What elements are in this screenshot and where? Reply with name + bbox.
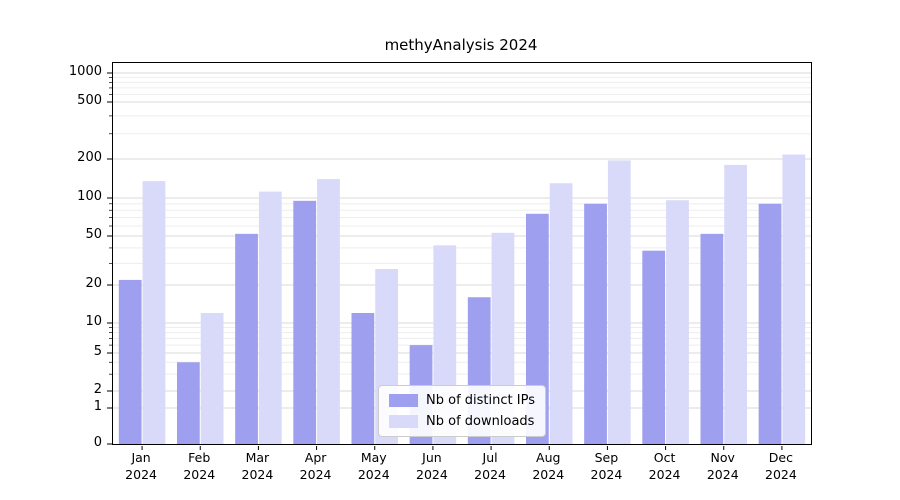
x-tick-year: 2024: [648, 466, 681, 482]
x-tick-month: Jul: [482, 450, 498, 465]
bar-downloads: [317, 179, 340, 444]
y-tick-label: 1000: [68, 64, 102, 79]
y-tick-label: 20: [85, 276, 102, 291]
bar-distinct-ips: [293, 200, 317, 444]
y-tick-label: 0: [93, 435, 102, 450]
x-tick-year: 2024: [125, 466, 157, 482]
bar-distinct-ips: [351, 313, 375, 444]
x-tick-label: Jul 2024: [458, 450, 522, 484]
x-tick-year: 2024: [706, 466, 739, 482]
x-tick-month: Jan: [131, 450, 151, 465]
bar-downloads: [142, 181, 166, 444]
bar-downloads: [724, 164, 748, 444]
legend-label-distinct-ips: Nb of distinct IPs: [426, 393, 535, 408]
x-tick-label: Aug 2024: [516, 450, 580, 484]
legend-label-downloads: Nb of downloads: [426, 414, 535, 429]
x-tick-label: Jan 2024: [109, 450, 173, 484]
x-tick-year: 2024: [532, 466, 565, 482]
x-tick-label: Feb 2024: [167, 450, 231, 484]
x-tick-month: May: [360, 450, 387, 465]
x-tick-label: Mar 2024: [225, 450, 289, 484]
x-tick-year: 2024: [183, 466, 216, 482]
x-tick-month: Dec: [768, 450, 793, 465]
legend-item-distinct-ips: Nb of distinct IPs: [389, 393, 535, 408]
x-tick-label: Apr 2024: [284, 450, 348, 484]
x-tick-label: Oct 2024: [633, 450, 697, 484]
plot-area: Nb of distinct IPs Nb of downloads: [107, 62, 812, 450]
bar-downloads: [666, 200, 689, 444]
bar-distinct-ips: [235, 233, 258, 444]
x-tick-month: Sep: [594, 450, 619, 465]
x-tick-month: Feb: [188, 450, 211, 465]
x-tick-year: 2024: [765, 466, 797, 482]
y-tick-label: 5: [93, 344, 102, 359]
y-tick-label: 500: [77, 93, 102, 108]
x-tick-label: Dec 2024: [749, 450, 813, 484]
y-tick-label: 100: [77, 189, 102, 204]
bar-distinct-ips: [642, 250, 666, 444]
bar-chart-canvas: [107, 72, 811, 450]
bar-distinct-ips: [700, 233, 724, 444]
x-tick-month: Aug: [536, 450, 561, 465]
x-tick-label: Sep 2024: [574, 450, 638, 484]
x-tick-label: May 2024: [342, 450, 406, 484]
legend: Nb of distinct IPs Nb of downloads: [378, 385, 546, 437]
x-tick-year: 2024: [416, 466, 448, 482]
bar-distinct-ips: [758, 203, 782, 444]
x-tick-month: Nov: [710, 450, 735, 465]
bar-downloads: [782, 154, 806, 444]
x-tick-year: 2024: [590, 466, 623, 482]
bar-downloads: [549, 183, 573, 444]
bar-distinct-ips: [584, 203, 607, 444]
y-tick-label: 50: [85, 227, 102, 242]
legend-swatch-downloads: [389, 415, 419, 428]
legend-item-downloads: Nb of downloads: [389, 414, 535, 429]
bar-downloads: [607, 160, 631, 444]
bar-downloads: [258, 191, 282, 444]
x-tick-label: Nov 2024: [691, 450, 755, 484]
x-tick-label: Jun 2024: [400, 450, 464, 484]
y-tick-label: 2: [93, 382, 102, 397]
chart-title: methyAnalysis 2024: [384, 36, 538, 54]
x-tick-month: Apr: [304, 450, 327, 465]
x-tick-month: Jun: [422, 450, 442, 465]
x-tick-year: 2024: [357, 466, 390, 482]
y-tick-label: 10: [85, 314, 102, 329]
x-tick-year: 2024: [299, 466, 332, 482]
x-tick-year: 2024: [241, 466, 274, 482]
x-tick-month: Mar: [245, 450, 270, 465]
bar-downloads: [200, 313, 224, 444]
bar-distinct-ips: [176, 362, 200, 444]
x-tick-year: 2024: [474, 466, 506, 482]
legend-swatch-distinct-ips: [389, 394, 419, 407]
y-tick-label: 1: [93, 399, 102, 414]
x-tick-month: Oct: [653, 450, 676, 465]
bar-distinct-ips: [118, 279, 142, 444]
y-tick-label: 200: [77, 150, 102, 165]
